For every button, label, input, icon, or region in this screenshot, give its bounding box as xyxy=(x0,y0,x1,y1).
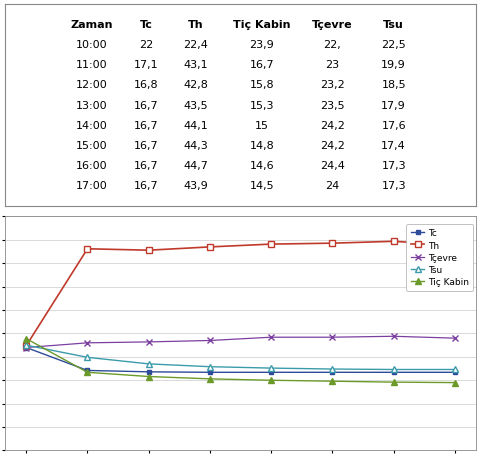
Th xyxy=(390,239,396,244)
Tsu xyxy=(84,355,90,360)
Th xyxy=(145,248,151,253)
Tiç Kabin xyxy=(84,370,90,375)
Tçevre xyxy=(451,336,456,341)
Tc xyxy=(390,370,396,375)
Tiç Kabin xyxy=(24,336,29,342)
Line: Tsu: Tsu xyxy=(24,343,456,373)
Tiç Kabin xyxy=(329,379,335,384)
Line: Tc: Tc xyxy=(24,345,456,375)
Tçevre xyxy=(24,345,29,350)
Tçevre xyxy=(268,335,274,340)
Tc xyxy=(451,370,456,375)
Tiç Kabin xyxy=(268,378,274,383)
Tc xyxy=(329,370,335,375)
Th xyxy=(329,241,335,246)
Tçevre xyxy=(390,334,396,339)
Line: Tiç Kabin: Tiç Kabin xyxy=(24,336,456,385)
Th xyxy=(24,343,29,349)
Tc xyxy=(206,370,212,375)
Tiç Kabin xyxy=(145,374,151,379)
Line: Th: Th xyxy=(24,239,456,349)
Tsu xyxy=(390,367,396,372)
Tiç Kabin xyxy=(390,379,396,385)
Tc xyxy=(268,370,274,375)
Tsu xyxy=(145,361,151,367)
Tsu xyxy=(329,366,335,372)
Tçevre xyxy=(329,335,335,340)
Tiç Kabin xyxy=(451,380,456,385)
Tc xyxy=(84,368,90,374)
Tçevre xyxy=(84,340,90,346)
Tsu xyxy=(451,367,456,372)
Tiç Kabin xyxy=(206,376,212,382)
Th xyxy=(451,243,456,248)
Tçevre xyxy=(145,339,151,345)
Tçevre xyxy=(206,338,212,344)
Line: Tçevre: Tçevre xyxy=(24,334,456,350)
Tsu xyxy=(206,364,212,369)
Tsu xyxy=(24,343,29,348)
Tc xyxy=(24,345,29,350)
Th xyxy=(268,242,274,248)
Tsu xyxy=(268,365,274,371)
Tc xyxy=(145,369,151,375)
Th xyxy=(206,245,212,250)
Th xyxy=(84,247,90,252)
Legend: Tc, Th, Tçevre, Tsu, Tiç Kabin: Tc, Th, Tçevre, Tsu, Tiç Kabin xyxy=(406,224,472,291)
